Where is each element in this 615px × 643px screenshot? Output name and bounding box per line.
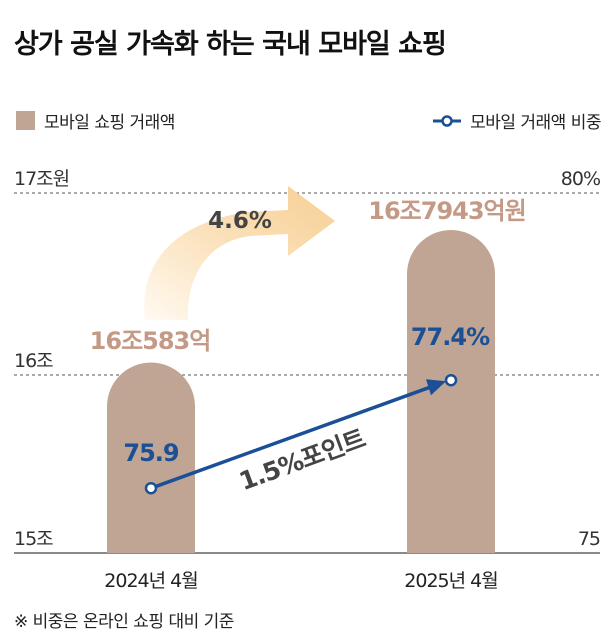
legend-line-label: 모바일 거래액 비중 [470, 113, 601, 133]
bar [107, 362, 195, 553]
growth-rate-label: 4.6% [208, 208, 272, 234]
growth-arrow [144, 186, 335, 320]
category-label: 2025년 4월 [404, 570, 497, 592]
footnote: ※ 비중은 온라인 쇼핑 대비 기준 [14, 612, 234, 632]
bar-value-label: 16조583억 [90, 327, 211, 355]
legend-bar-swatch [16, 111, 35, 130]
legend-line-entry: 모바일 거래액 비중 [432, 108, 601, 133]
share-point [444, 373, 458, 387]
right-axis-tick-label: 80% [561, 168, 600, 190]
share-value-label: 77.4% [411, 323, 490, 351]
share-line [150, 383, 438, 490]
left-axis-tick-label: 15조 [14, 528, 53, 550]
legend-bar-entry: 모바일 쇼핑 거래액 [16, 108, 175, 133]
share-point [144, 481, 158, 495]
bar [407, 230, 495, 553]
legend-bar-label: 모바일 쇼핑 거래액 [44, 113, 175, 133]
share-line-arrowhead [426, 379, 446, 396]
legend-line-swatch [433, 114, 462, 127]
left-axis-tick-label: 17조원 [14, 168, 69, 190]
category-label: 2024년 4월 [104, 570, 197, 592]
bar-value-label: 16조7943억원 [368, 197, 525, 225]
left-axis-tick-label: 16조 [14, 350, 53, 372]
chart-title: 상가 공실 가속화 하는 국내 모바일 쇼핑 [14, 29, 447, 60]
right-axis-tick-label: 75 [578, 528, 600, 550]
chart-plot: 15조 16조 17조원 75 80% 4.6% 16조583억 16조7943억원 75.9 7… [14, 168, 601, 592]
share-value-label: 75.9 [123, 439, 179, 467]
